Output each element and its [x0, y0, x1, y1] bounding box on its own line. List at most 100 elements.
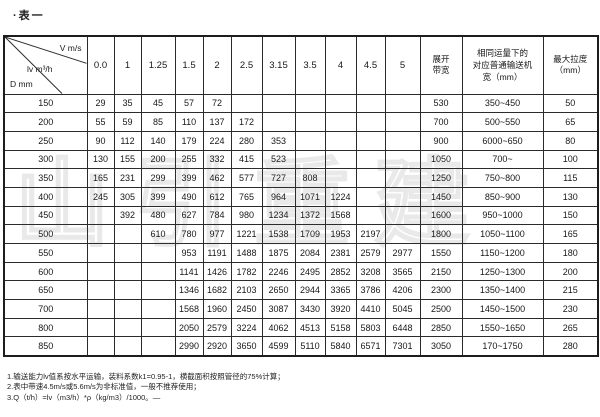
capacity-cell: 45 [140, 93, 176, 114]
capacity-cell: 4599 [261, 336, 296, 357]
capacity-cell [324, 112, 357, 132]
capacity-cell: 59 [113, 112, 142, 132]
equivalent-width-cell: 850~900 [461, 186, 544, 207]
capacity-cell: 29 [86, 93, 115, 114]
header-max-pitch: 最大拉度 （mm） [542, 35, 599, 95]
capacity-cell [86, 317, 115, 338]
diameter-cell: 500 [3, 224, 88, 244]
max-pitch-cell: 65 [542, 112, 599, 132]
capacity-cell: 1234 [261, 205, 296, 226]
header-max-pitch-line1: 最大拉度 [553, 54, 588, 65]
max-pitch-cell: 180 [542, 243, 599, 263]
capacity-cell: 6571 [355, 336, 386, 357]
diameter-cell: 250 [3, 130, 88, 151]
capacity-cell: 57 [174, 93, 204, 114]
capacity-cell: 172 [230, 112, 263, 132]
capacity-cell: 3650 [230, 336, 263, 357]
capacity-cell: 1960 [202, 299, 232, 319]
diameter-cell: 650 [3, 280, 88, 301]
page-title: ·表一 [13, 10, 45, 22]
capacity-cell: 415 [230, 149, 263, 170]
capacity-cell: 90 [86, 130, 115, 151]
capacity-cell: 137 [202, 112, 232, 132]
velocity-column-header: 2 [202, 35, 232, 95]
diameter-cell: 300 [3, 149, 88, 170]
capacity-cell [324, 130, 357, 151]
diameter-cell: 200 [3, 112, 88, 132]
capacity-cell: 1538 [261, 224, 296, 244]
capacity-cell [355, 112, 386, 132]
span-width-cell: 3050 [419, 336, 463, 357]
capacity-cell [355, 93, 386, 114]
equivalent-width-cell: 350~450 [461, 93, 544, 114]
table-row: 150 29 35 45 57 72 530 350~450 50 [3, 93, 599, 114]
span-width-cell: 2150 [419, 261, 463, 282]
capacity-cell: 727 [261, 168, 296, 188]
table-row: 200 55 59 85 110 137 172 700 500~550 65 [3, 112, 599, 132]
capacity-cell: 1568 [324, 205, 357, 226]
max-pitch-cell: 200 [542, 261, 599, 282]
header-span-width-line1: 展开 [432, 54, 450, 65]
capacity-cell [86, 261, 115, 282]
diameter-cell: 700 [3, 299, 88, 319]
diameter-cell: 150 [3, 93, 88, 114]
capacity-cell: 1488 [230, 243, 263, 263]
capacity-cell: 7301 [384, 336, 421, 357]
capacity-cell: 1875 [261, 243, 296, 263]
capacity-cell: 353 [261, 130, 296, 151]
capacity-cell [86, 224, 115, 244]
capacity-cell: 6448 [384, 317, 421, 338]
header-equivalent-width: 相同运量下的 对应普通输送机 宽（mm） [461, 35, 544, 95]
max-pitch-cell: 280 [542, 336, 599, 357]
capacity-cell: 2495 [294, 261, 326, 282]
capacity-cell [113, 336, 142, 357]
table-row: 650 1346 1682 2103 2650 2944 3365 3786 4206 2300 1… [3, 280, 599, 301]
capacity-cell: 4206 [384, 280, 421, 301]
max-pitch-cell: 150 [542, 205, 599, 226]
capacity-cell: 140 [140, 130, 176, 151]
capacity-cell: 2920 [202, 336, 232, 357]
table-row: 400 245 305 399 490 612 765 964 1071 1224 1450 850~… [3, 186, 599, 207]
capacity-cell [355, 130, 386, 151]
table-row: 500 610 780 977 1221 1538 1709 1953 2197 1800 1050… [3, 224, 599, 244]
capacity-cell [355, 149, 386, 170]
corner-label-velocity: V m/s [59, 43, 82, 53]
equivalent-width-cell: 1150~1200 [461, 243, 544, 263]
footnote-1: 1.输送能力lv值系按水平运输，装料系数k1=0.95-1，横截面积按照管径的7… [7, 372, 285, 381]
capacity-cell: 332 [202, 149, 232, 170]
capacity-cell: 392 [113, 205, 142, 226]
capacity-cell: 3430 [294, 299, 326, 319]
capacity-cell [230, 93, 263, 114]
diagonal-corner-cell: V m/s lv m³/h D mm [3, 35, 88, 95]
capacity-cell: 784 [202, 205, 232, 226]
capacity-cell: 964 [261, 186, 296, 207]
table-row: 350 165 231 299 399 462 577 727 808 1250 750~800 11… [3, 168, 599, 188]
capacity-cell: 110 [174, 112, 204, 132]
diameter-cell: 550 [3, 243, 88, 263]
equivalent-width-cell: 950~1000 [461, 205, 544, 226]
capacity-cell: 3786 [355, 280, 386, 301]
capacity-cell: 4513 [294, 317, 326, 338]
capacity-cell [86, 280, 115, 301]
velocity-column-header: 5 [384, 35, 421, 95]
capacity-cell: 1346 [174, 280, 204, 301]
table-row: 700 1568 1960 2450 3087 3430 3920 4410 5045 2500 1… [3, 299, 599, 319]
diameter-cell: 450 [3, 205, 88, 226]
capacity-cell: 1221 [230, 224, 263, 244]
capacity-cell: 1224 [324, 186, 357, 207]
footnote-2: 2.表中带速4.5m/s或5.6m/s为非标准值，一般不推荐使用； [7, 382, 201, 392]
span-width-cell: 530 [419, 93, 463, 114]
capacity-cell: 280 [230, 130, 263, 151]
capacity-cell: 130 [86, 149, 115, 170]
capacity-cell [113, 299, 142, 319]
capacity-cell [261, 93, 296, 114]
capacity-cell: 1709 [294, 224, 326, 244]
capacity-cell: 399 [140, 186, 176, 207]
capacity-cell: 2852 [324, 261, 357, 282]
capacity-cell [113, 261, 142, 282]
capacity-cell: 3208 [355, 261, 386, 282]
capacity-cell [384, 130, 421, 151]
span-width-cell: 1250 [419, 168, 463, 188]
diagonal-divider-lines [5, 37, 86, 93]
